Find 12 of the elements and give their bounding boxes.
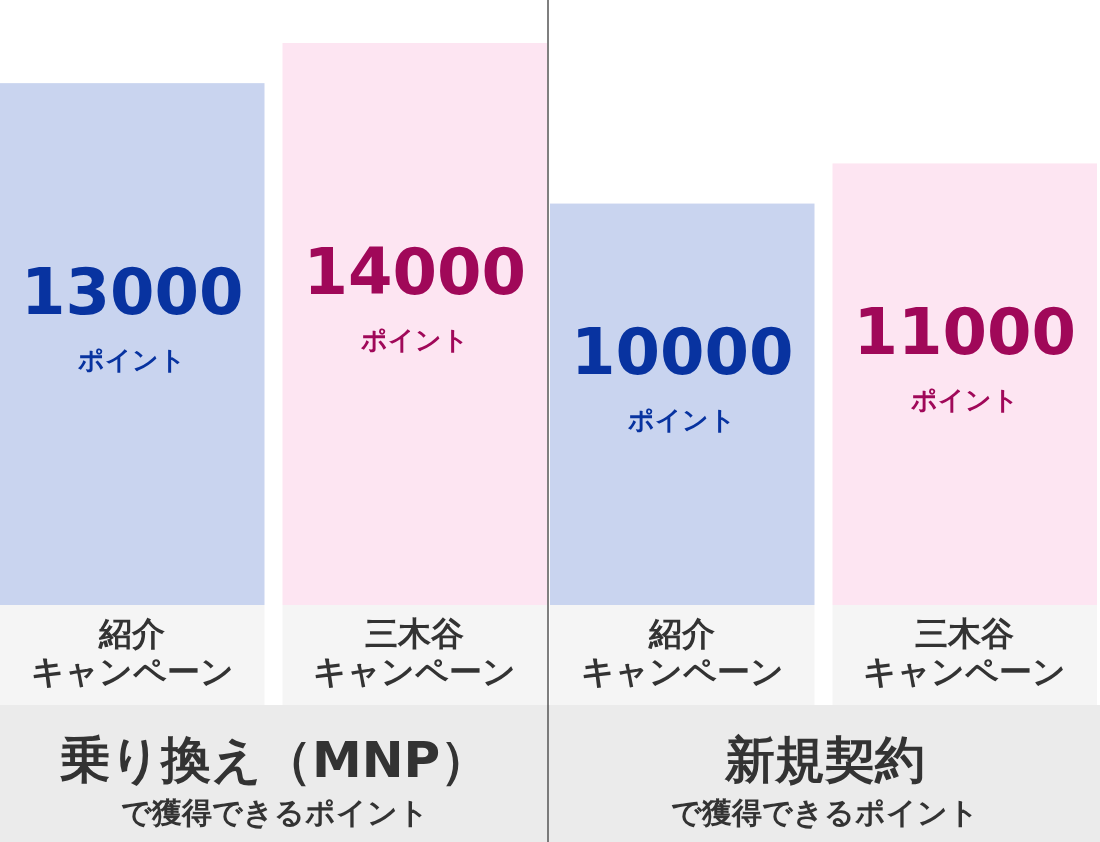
data-label: 13000ポイント [20,255,244,376]
text: で獲得できるポイント [121,795,429,830]
text: 新規契約 [724,731,925,789]
text: で獲得できるポイント [671,795,979,830]
text: 乗り換え（MNP） [59,731,491,789]
x-tick-label: 三木谷キャンペーン [313,614,517,691]
x-tick-label: 紹介キャンペーン [580,614,784,691]
data-label: 14000ポイント [303,235,527,355]
data-label: 10000ポイント [570,315,794,436]
x-tick-label: 三木谷キャンペーン [863,614,1067,691]
data-label: 11000ポイント [853,295,1077,416]
x-tick-label: 紹介キャンペーン [30,614,234,691]
